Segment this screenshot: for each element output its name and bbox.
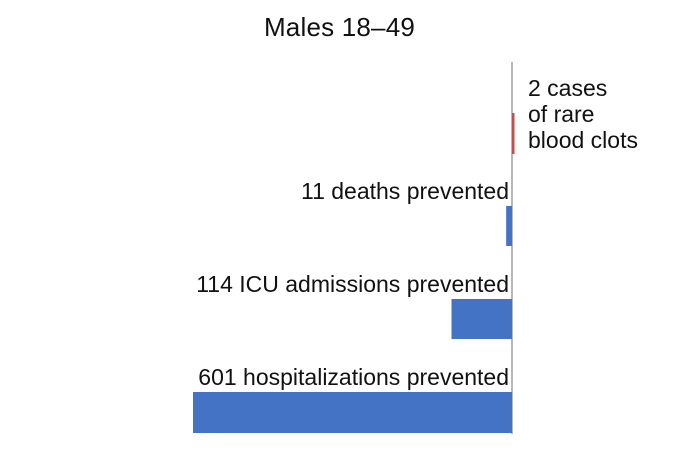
chart-title: Males 18–49 (263, 12, 416, 42)
bar-label-1-line-0: 11 deaths prevented (301, 178, 509, 204)
bar-label-0-line-0: 2 cases (528, 75, 607, 101)
bar-label-0-line-1: of rare (528, 101, 594, 127)
bar-2 (451, 299, 512, 339)
bar-label-0-line-2: blood clots (528, 127, 638, 153)
bar-0 (512, 113, 515, 154)
bar-label-3-line-0: 601 hospitalizations prevented (198, 364, 509, 390)
bar-3 (193, 392, 512, 433)
bar-label-2-line-0: 114 ICU admissions prevented (196, 271, 509, 297)
bar-1 (506, 206, 512, 246)
